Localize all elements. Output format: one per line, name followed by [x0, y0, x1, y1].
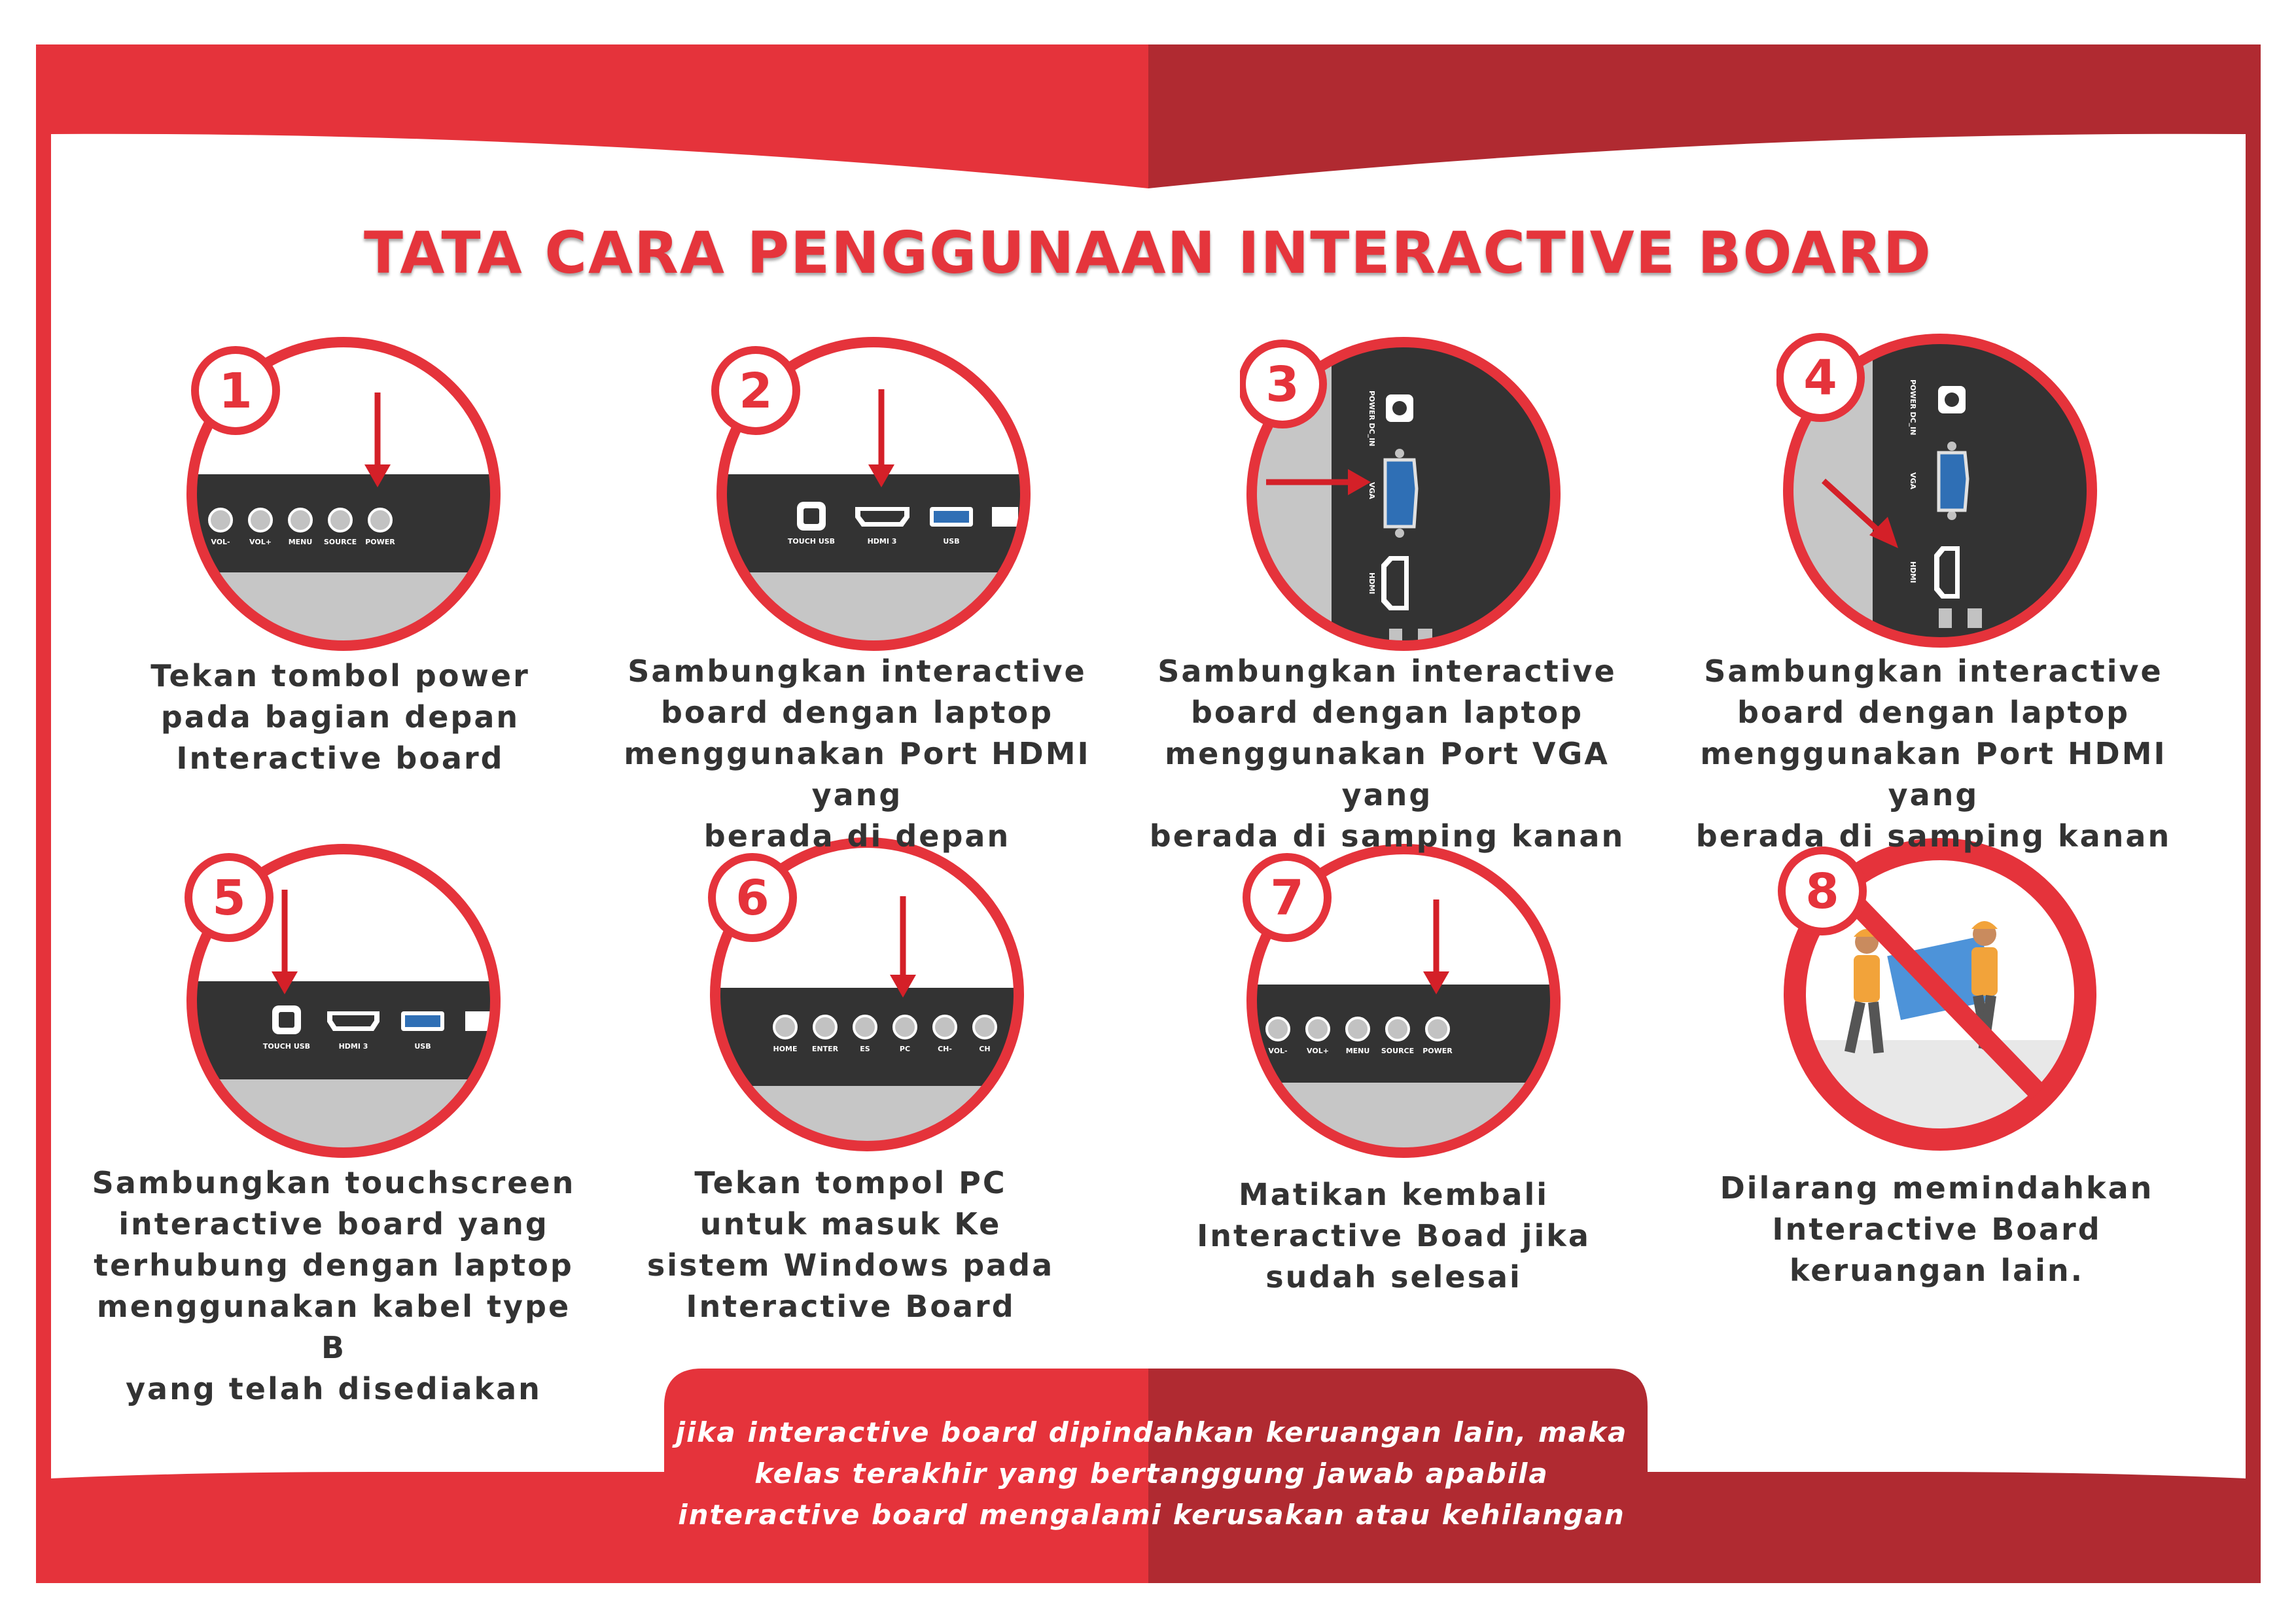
step-number: 3 [1265, 357, 1299, 413]
step-2-caption: Sambungkan interactive board dengan lapt… [624, 654, 1091, 854]
control-buttons-row: HOME ENTER ES PC CH- CH [773, 1015, 997, 1053]
label-ch: CH [979, 1045, 990, 1053]
usb-b-port-icon [797, 502, 826, 531]
step-8-illustration: 8 [1778, 838, 2096, 1151]
arrow-icon [1423, 899, 1449, 994]
vga-port-icon [1383, 449, 1419, 538]
step-3-caption: Sambungkan interactive board dengan lapt… [1149, 654, 1625, 854]
label-power-dc-in: POWER DC_IN [1909, 379, 1917, 435]
arrow-icon [272, 890, 298, 994]
label-hdmi: HDMI [1368, 572, 1376, 594]
label-pc: PC [900, 1045, 910, 1053]
step-number: 4 [1803, 350, 1837, 406]
usb-b-port-icon [272, 1005, 301, 1034]
label-es: ES [860, 1045, 870, 1053]
label-vga: VGA [1368, 482, 1376, 500]
step-number: 1 [219, 363, 253, 419]
step-badge: 7 [1243, 853, 1332, 942]
label-menu: MENU [289, 538, 313, 546]
step-number: 7 [1270, 870, 1304, 926]
label-vol-plus: VOL+ [249, 538, 272, 546]
label-vol-minus: VOL- [211, 538, 230, 546]
label-menu: MENU [1346, 1047, 1370, 1055]
label-source: SOURCE [1381, 1047, 1414, 1055]
label-vga: VGA [1909, 472, 1917, 490]
power-dc-port-icon [1386, 394, 1413, 422]
page-title: TATA CARA PENGGUNAAN INTERACTIVE BOARD [364, 219, 1932, 287]
responsibility-note: jika interactive board dipindahkan kerua… [675, 1416, 1628, 1531]
label-vol-minus: VOL- [1268, 1047, 1287, 1055]
hdmi-port-icon [855, 507, 910, 527]
step-5-caption: Sambungkan touchscreen interactive board… [92, 1165, 576, 1406]
label-hdmi-3: HDMI 3 [339, 1042, 368, 1051]
label-source: SOURCE [324, 538, 357, 546]
label-touch-usb: TOUCH USB [263, 1042, 310, 1051]
step-5-illustration: TOUCH USB HDMI 3 USB 5 [185, 844, 501, 1158]
arrow-icon [1821, 478, 1898, 548]
no-entry-icon [1784, 838, 2096, 1151]
label-hdmi: HDMI [1909, 561, 1917, 583]
step-2-illustration: TOUCH USB HDMI 3 USB 2 [711, 337, 1031, 651]
step-1-caption: Tekan tombol power pada bagian depan Int… [150, 658, 530, 776]
step-6-illustration: HOME ENTER ES PC CH- CH 6 [708, 837, 1024, 1151]
arrow-icon [868, 389, 894, 487]
hdmi-port-icon [327, 1011, 380, 1031]
label-vol-plus: VOL+ [1307, 1047, 1329, 1055]
step-badge: 1 [191, 346, 280, 435]
label-ch-minus: CH- [938, 1045, 952, 1053]
label-home: HOME [773, 1045, 797, 1053]
step-7-caption: Matikan kembali Interactive Boad jika su… [1197, 1177, 1591, 1295]
step-1-illustration: VOL- VOL+ MENU SOURCE POWER 1 [186, 337, 501, 651]
step-4-illustration: POWER DC_IN VGA HDMI 4 [1776, 333, 2097, 648]
step-6-caption: Tekan tompol PC untuk masuk Ke sistem Wi… [646, 1165, 1055, 1324]
label-power-dc-in: POWER DC_IN [1368, 391, 1376, 446]
step-number: 8 [1805, 864, 1839, 920]
vga-port-icon [1937, 442, 1969, 520]
label-usb: USB [414, 1042, 431, 1051]
step-badge: 5 [185, 853, 274, 942]
step-badge: 2 [711, 346, 800, 435]
arrow-icon [364, 393, 391, 487]
step-3-illustration: POWER DC_IN VGA HDMI 3 [1240, 337, 1561, 651]
label-touch-usb: TOUCH USB [788, 537, 835, 546]
label-hdmi-3: HDMI 3 [868, 537, 897, 546]
step-number: 2 [739, 363, 773, 419]
step-8-caption: Dilarang memindahkan Interactive Board k… [1720, 1170, 2154, 1288]
step-7-illustration: VOL- VOL+ MENU SOURCE POWER 7 [1243, 844, 1561, 1158]
power-buttons-row: VOL- VOL+ MENU SOURCE POWER [208, 508, 395, 546]
step-number: 6 [735, 870, 769, 926]
arrow-icon [1266, 469, 1371, 495]
usb-port-icon [930, 507, 973, 527]
arrow-icon [890, 896, 916, 998]
hdmi-port-icon [1381, 556, 1409, 610]
step-badge: 8 [1778, 846, 1867, 935]
step-badge: 6 [708, 853, 797, 942]
label-enter: ENTER [812, 1045, 839, 1053]
power-buttons-row: VOL- VOL+ MENU SOURCE POWER [1265, 1017, 1453, 1055]
label-power: POWER [1422, 1047, 1453, 1055]
step-number: 5 [212, 870, 246, 926]
label-usb: USB [943, 537, 959, 546]
step-badge: 4 [1776, 333, 1865, 422]
power-dc-port-icon [1938, 386, 1966, 413]
usb-port-icon [401, 1011, 444, 1031]
step-4-caption: Sambungkan interactive board dengan lapt… [1695, 654, 2172, 854]
hdmi-port-icon [1934, 546, 1960, 599]
step-badge: 3 [1240, 340, 1327, 428]
label-power: POWER [365, 538, 395, 546]
